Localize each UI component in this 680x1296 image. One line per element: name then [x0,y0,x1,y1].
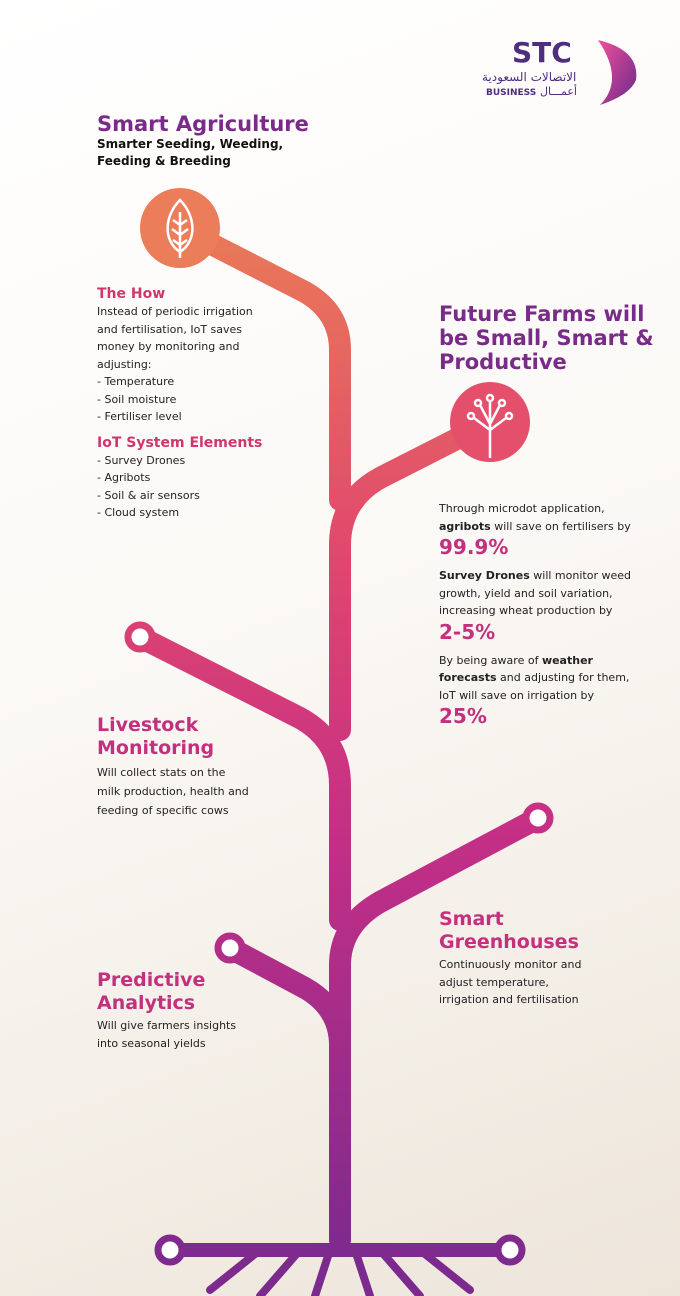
text-line: Analytics [97,992,196,1014]
logo-arabic: الاتصالات السعودية [482,70,577,84]
text-line: - Cloud system [97,506,180,519]
tree-icon [466,393,514,458]
text-line: irrigation and fertilisation [439,993,579,1006]
text-line: into seasonal yields [97,1036,206,1050]
text-line: - Temperature [97,375,175,388]
text-line: Instead of periodic irrigation [97,305,253,318]
text-segment: weather [541,653,593,667]
text-line: Livestock [97,714,199,736]
subtitle: Smarter Seeding, Weeding, Feeding & Breed… [97,136,309,170]
stats: Through microdot application, agribots wi… [439,500,631,736]
text-line: growth, yield and soil variation, [439,586,613,600]
text-line: Greenhouses [439,931,579,953]
text-segment: agribots [439,519,491,533]
text-line: Through microdot application, [439,502,605,515]
text-segment: will monitor weed [529,569,631,582]
logo-name: STC [512,36,572,69]
text-line: - Soil & air sensors [97,488,200,502]
text-line: - Survey Drones [97,453,186,467]
how-title: The How [97,286,166,302]
seed-icon [166,198,194,258]
branch-ends [124,621,554,1266]
text-line: Will collect stats on the [97,766,226,779]
how: The How Instead of periodic irrigation an… [97,285,262,522]
text-line: Continuously monitor and [439,958,582,971]
text-line: Feeding & Breeding [97,154,231,168]
stat-text: By being aware of weather forecasts and a… [439,652,631,705]
text-line: milk production, health and [97,785,249,798]
stat: Survey Drones will monitor weed growth, y… [439,567,631,644]
logo-swoosh [598,40,637,105]
text-line: be Small, Smart & [439,326,654,350]
text-line: By being aware of weather [439,652,631,670]
text-line: money by monitoring and [97,340,240,353]
text-line: Survey Drones will monitor weed [439,567,631,585]
greenhouses: Smart Greenhouses Continuously monitor an… [439,908,581,1009]
text-line: - Soil moisture [97,392,177,406]
text-line: increasing wheat production by [439,604,613,617]
logo-business: BUSINESS [486,88,537,98]
stat: Through microdot application, agribots wi… [439,500,631,559]
text-line: Smarter Seeding, Weeding, [97,137,284,151]
text-line: forecasts and adjusting for them, [439,669,631,687]
text-line: Smart [439,908,504,930]
header: Smart Agriculture Smarter Seeding, Weedi… [97,112,309,170]
logo-business-arabic: أعمـــال [540,85,577,98]
text-line: IoT will save on irrigation by [439,688,595,702]
text-line: - Agribots [97,471,151,484]
text-line: adjusting: [97,357,152,371]
stat: By being aware of weather forecasts and a… [439,652,631,729]
future-title: Future Farms will be Small, Smart & Produc… [439,302,654,374]
text-segment: Survey Drones [439,569,530,582]
text-segment: and adjusting for them, [496,671,630,684]
elements-text: - Survey Drones - Agribots - Soil & air se… [97,452,262,522]
text-line: feeding of specific cows [97,804,229,817]
text-line: - Fertiliser level [97,410,182,423]
text-line: Productive [439,350,567,374]
livestock-text: Will collect stats on the milk production… [97,763,249,820]
text-line: Will give farmers insights [97,1019,237,1032]
branches [129,217,549,1296]
greenhouses-title: Smart Greenhouses [439,908,581,954]
livestock: Livestock Monitoring Will collect stats o… [97,714,249,820]
text-line: adjust temperature, [439,975,549,989]
stat-value: 2-5% [439,619,496,644]
title: Smart Agriculture [97,112,309,136]
text-line: and fertilisation, IoT saves [97,322,243,336]
elements-title: IoT System Elements [97,434,263,451]
how-text: Instead of periodic irrigation and fertil… [97,303,262,426]
text-line: Predictive [97,969,206,991]
text-segment: By being aware of [439,653,542,667]
stat-text: Survey Drones will monitor weed growth, y… [439,567,631,620]
predictive-title: Predictive Analytics [97,969,236,1015]
stat-value: 99.9% [439,535,509,559]
stat-value: 25% [439,704,487,728]
predictive: Predictive Analytics Will give farmers in… [97,969,236,1052]
livestock-title: Livestock Monitoring [97,714,249,760]
text-segment: forecasts [439,671,497,684]
predictive-text: Will give farmers insights into seasonal … [97,1017,236,1052]
text-line: agribots will save on fertilisers by [439,518,631,536]
text-segment: will save on fertilisers by [490,519,631,533]
greenhouses-text: Continuously monitor and adjust temperatu… [439,956,581,1009]
text-line: Monitoring [97,737,215,759]
stat-text: Through microdot application, agribots wi… [439,500,631,535]
text-line: Future Farms will [439,302,645,326]
